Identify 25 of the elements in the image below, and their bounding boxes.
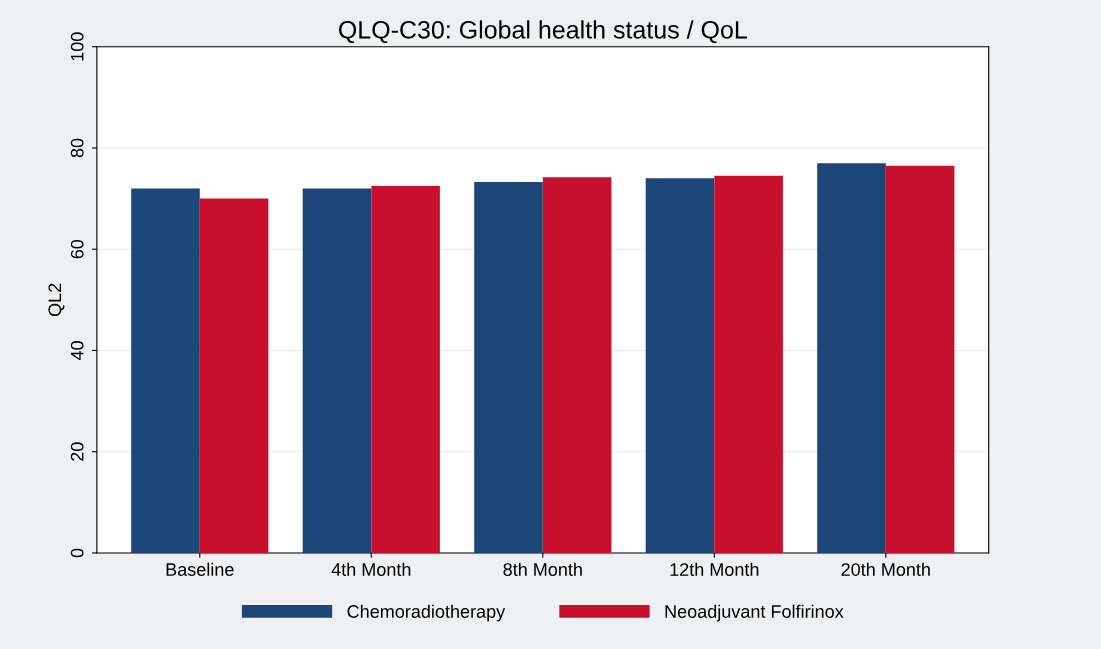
x-tick-label: 12th Month — [670, 562, 759, 576]
y-tick-label: 0 — [70, 548, 84, 558]
x-tick-label: 20th Month — [841, 562, 930, 576]
bar — [542, 177, 612, 553]
x-tick-label: Baseline — [166, 562, 234, 576]
y-tick-label: 40 — [70, 341, 84, 361]
chart-title: QLQ-C30: Global health status / QoL — [339, 20, 747, 44]
bar — [714, 175, 783, 553]
x-tick-label: 8th Month — [503, 562, 582, 576]
bar — [131, 188, 200, 553]
y-axis-title: QL2 — [48, 283, 65, 317]
y-tick-label: 20 — [70, 442, 84, 461]
bar — [645, 178, 715, 553]
y-tick-label: 60 — [70, 239, 84, 259]
bar — [885, 165, 955, 553]
bar — [302, 188, 372, 553]
y-tick-label: 80 — [70, 138, 84, 158]
bar — [474, 181, 543, 553]
bar — [199, 198, 269, 553]
legend-label: Chemoradiotherapy — [347, 604, 506, 622]
bar — [817, 163, 886, 553]
legend-label: Neoadjuvant Folfirinox — [665, 604, 844, 622]
y-tick-label: 100 — [70, 32, 84, 61]
x-tick-label: 4th Month — [331, 562, 411, 576]
bar — [371, 185, 440, 553]
